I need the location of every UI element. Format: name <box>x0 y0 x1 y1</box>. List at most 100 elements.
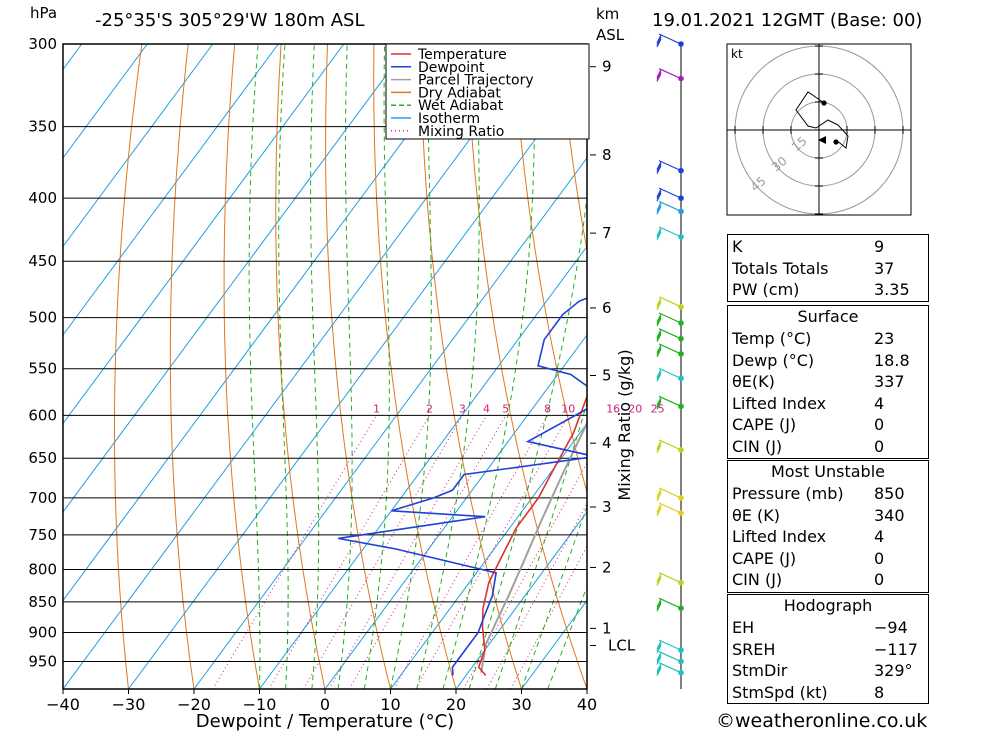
index-value: 329° <box>874 661 913 681</box>
index-label: SREH <box>732 639 776 659</box>
index-label: StmDir <box>732 661 788 681</box>
index-value: 4 <box>874 527 885 547</box>
wet-adiabat-line <box>248 44 261 689</box>
index-value: 850 <box>874 484 905 504</box>
legend-entry: Isotherm <box>418 111 480 127</box>
x-tick-label: −30 <box>112 695 146 714</box>
height-tick-label: 1 <box>602 619 612 637</box>
isotherm-line <box>63 44 541 689</box>
pressure-tick-label: 300 <box>28 35 57 53</box>
index-value: 337 <box>874 372 905 392</box>
wet-adiabat-line <box>390 44 432 689</box>
pressure-tick-label: 900 <box>28 624 57 642</box>
wind-barb-icon <box>656 439 682 454</box>
temperature-line <box>477 395 587 676</box>
height-tick-label: 5 <box>602 366 612 384</box>
dry-adiabat-line <box>419 44 522 689</box>
x-tick-label: −20 <box>177 695 211 714</box>
index-value: 0 <box>874 548 885 568</box>
hodograph-point <box>821 100 827 106</box>
isotherm-line <box>0 44 16 689</box>
wind-level-dot <box>678 304 684 310</box>
hodograph-indices-title: Hodograph <box>783 596 873 615</box>
copyright-text[interactable]: ©weatheronline.co.uk <box>716 710 928 732</box>
wet-adiabat-line <box>278 44 289 689</box>
wind-barb-icon <box>656 187 682 202</box>
pressure-unit-label: hPa <box>30 4 58 22</box>
index-row-pw: PW (cm) 3.35 <box>728 279 928 301</box>
mixing-ratio-label: 4 <box>483 402 490 415</box>
index-label: CAPE (J) <box>732 548 797 568</box>
index-label: Lifted Index <box>732 527 827 547</box>
legend-box <box>385 43 590 140</box>
isotherm-line <box>63 44 345 425</box>
isotherm-line <box>324 334 587 689</box>
height-tick-label: 9 <box>602 58 612 76</box>
wind-level-dot <box>678 335 684 342</box>
index-value: −117 <box>874 639 918 659</box>
storm-motion-marker <box>818 136 826 144</box>
wind-barb-icon <box>656 33 682 48</box>
dry-adiabat-line <box>223 44 260 689</box>
index-label: θE (K) <box>732 505 780 525</box>
x-tick-label: −40 <box>46 695 80 714</box>
index-value: 9 <box>874 237 885 257</box>
dry-adiabat-line <box>114 44 143 689</box>
wind-barb-icon <box>656 639 682 654</box>
index-label: K <box>732 237 743 257</box>
mixing-ratio-label: 16 <box>606 402 620 415</box>
wind-barb-icon <box>656 312 682 327</box>
mixing-ratio-label: 1 <box>373 402 380 415</box>
wind-barb-icon <box>656 343 682 358</box>
wind-barb-icon <box>656 502 682 517</box>
parcel-trajectory-line <box>480 420 587 673</box>
height-unit-asl: ASL <box>596 26 625 44</box>
surface-box: Surface Temp (°C) 23 Dewp (°C) 18.8 θE(K) 3… <box>727 305 929 459</box>
wind-barb-icon <box>656 160 682 174</box>
legend-entry: Wet Adiabat <box>418 98 504 114</box>
x-tick-label: 40 <box>577 695 597 714</box>
isotherm-line <box>193 157 587 689</box>
wind-barb-icon <box>656 226 682 241</box>
isotherm-line <box>63 44 410 513</box>
dry-adiabat-line <box>931 44 1000 689</box>
index-value: 8 <box>874 682 885 702</box>
mixing-ratio-label: 10 <box>561 402 575 415</box>
wind-level-dot <box>678 375 684 382</box>
surface-title: Surface <box>797 307 859 326</box>
wind-profile <box>656 33 684 689</box>
isotherm-line <box>63 44 148 159</box>
hodograph-indices-box: Hodograph EH −94 SREH −117 StmDir 329° StmS… <box>727 594 929 704</box>
dry-adiabat-line <box>373 44 457 689</box>
x-axis-label: Dewpoint / Temperature (°C) <box>196 711 454 732</box>
x-tick-label: −10 <box>243 695 277 714</box>
hodograph-unit-label: kt <box>731 47 743 61</box>
wet-adiabat-line <box>363 44 390 689</box>
wind-barb-icon <box>656 367 682 382</box>
mixing-ratio-label: 20 <box>628 402 642 415</box>
index-label: Totals Totals <box>732 258 829 278</box>
most-unstable-title: Most Unstable <box>771 462 885 481</box>
wind-barb-icon <box>656 572 682 586</box>
pressure-tick-label: 400 <box>28 189 57 207</box>
isotherm-line <box>128 68 587 689</box>
height-unit-label: km ASL <box>596 4 624 46</box>
mixing-ratio-line <box>348 415 507 689</box>
pressure-tick-label: 850 <box>28 593 57 611</box>
hodograph-point <box>833 139 839 145</box>
wind-barb-icon <box>656 328 682 342</box>
index-label: CIN (J) <box>732 570 783 590</box>
isotherm-line <box>390 422 587 689</box>
index-label: PW (cm) <box>732 280 800 300</box>
dry-adiabat-line <box>169 44 195 689</box>
height-tick-label: 7 <box>602 224 612 242</box>
pressure-tick-label: 350 <box>28 118 57 136</box>
dry-adiabat-line <box>325 44 391 689</box>
legend-entry: Temperature <box>417 47 507 63</box>
pressure-tick-label: 600 <box>28 406 57 424</box>
mixing-ratio-label: 2 <box>426 402 433 415</box>
